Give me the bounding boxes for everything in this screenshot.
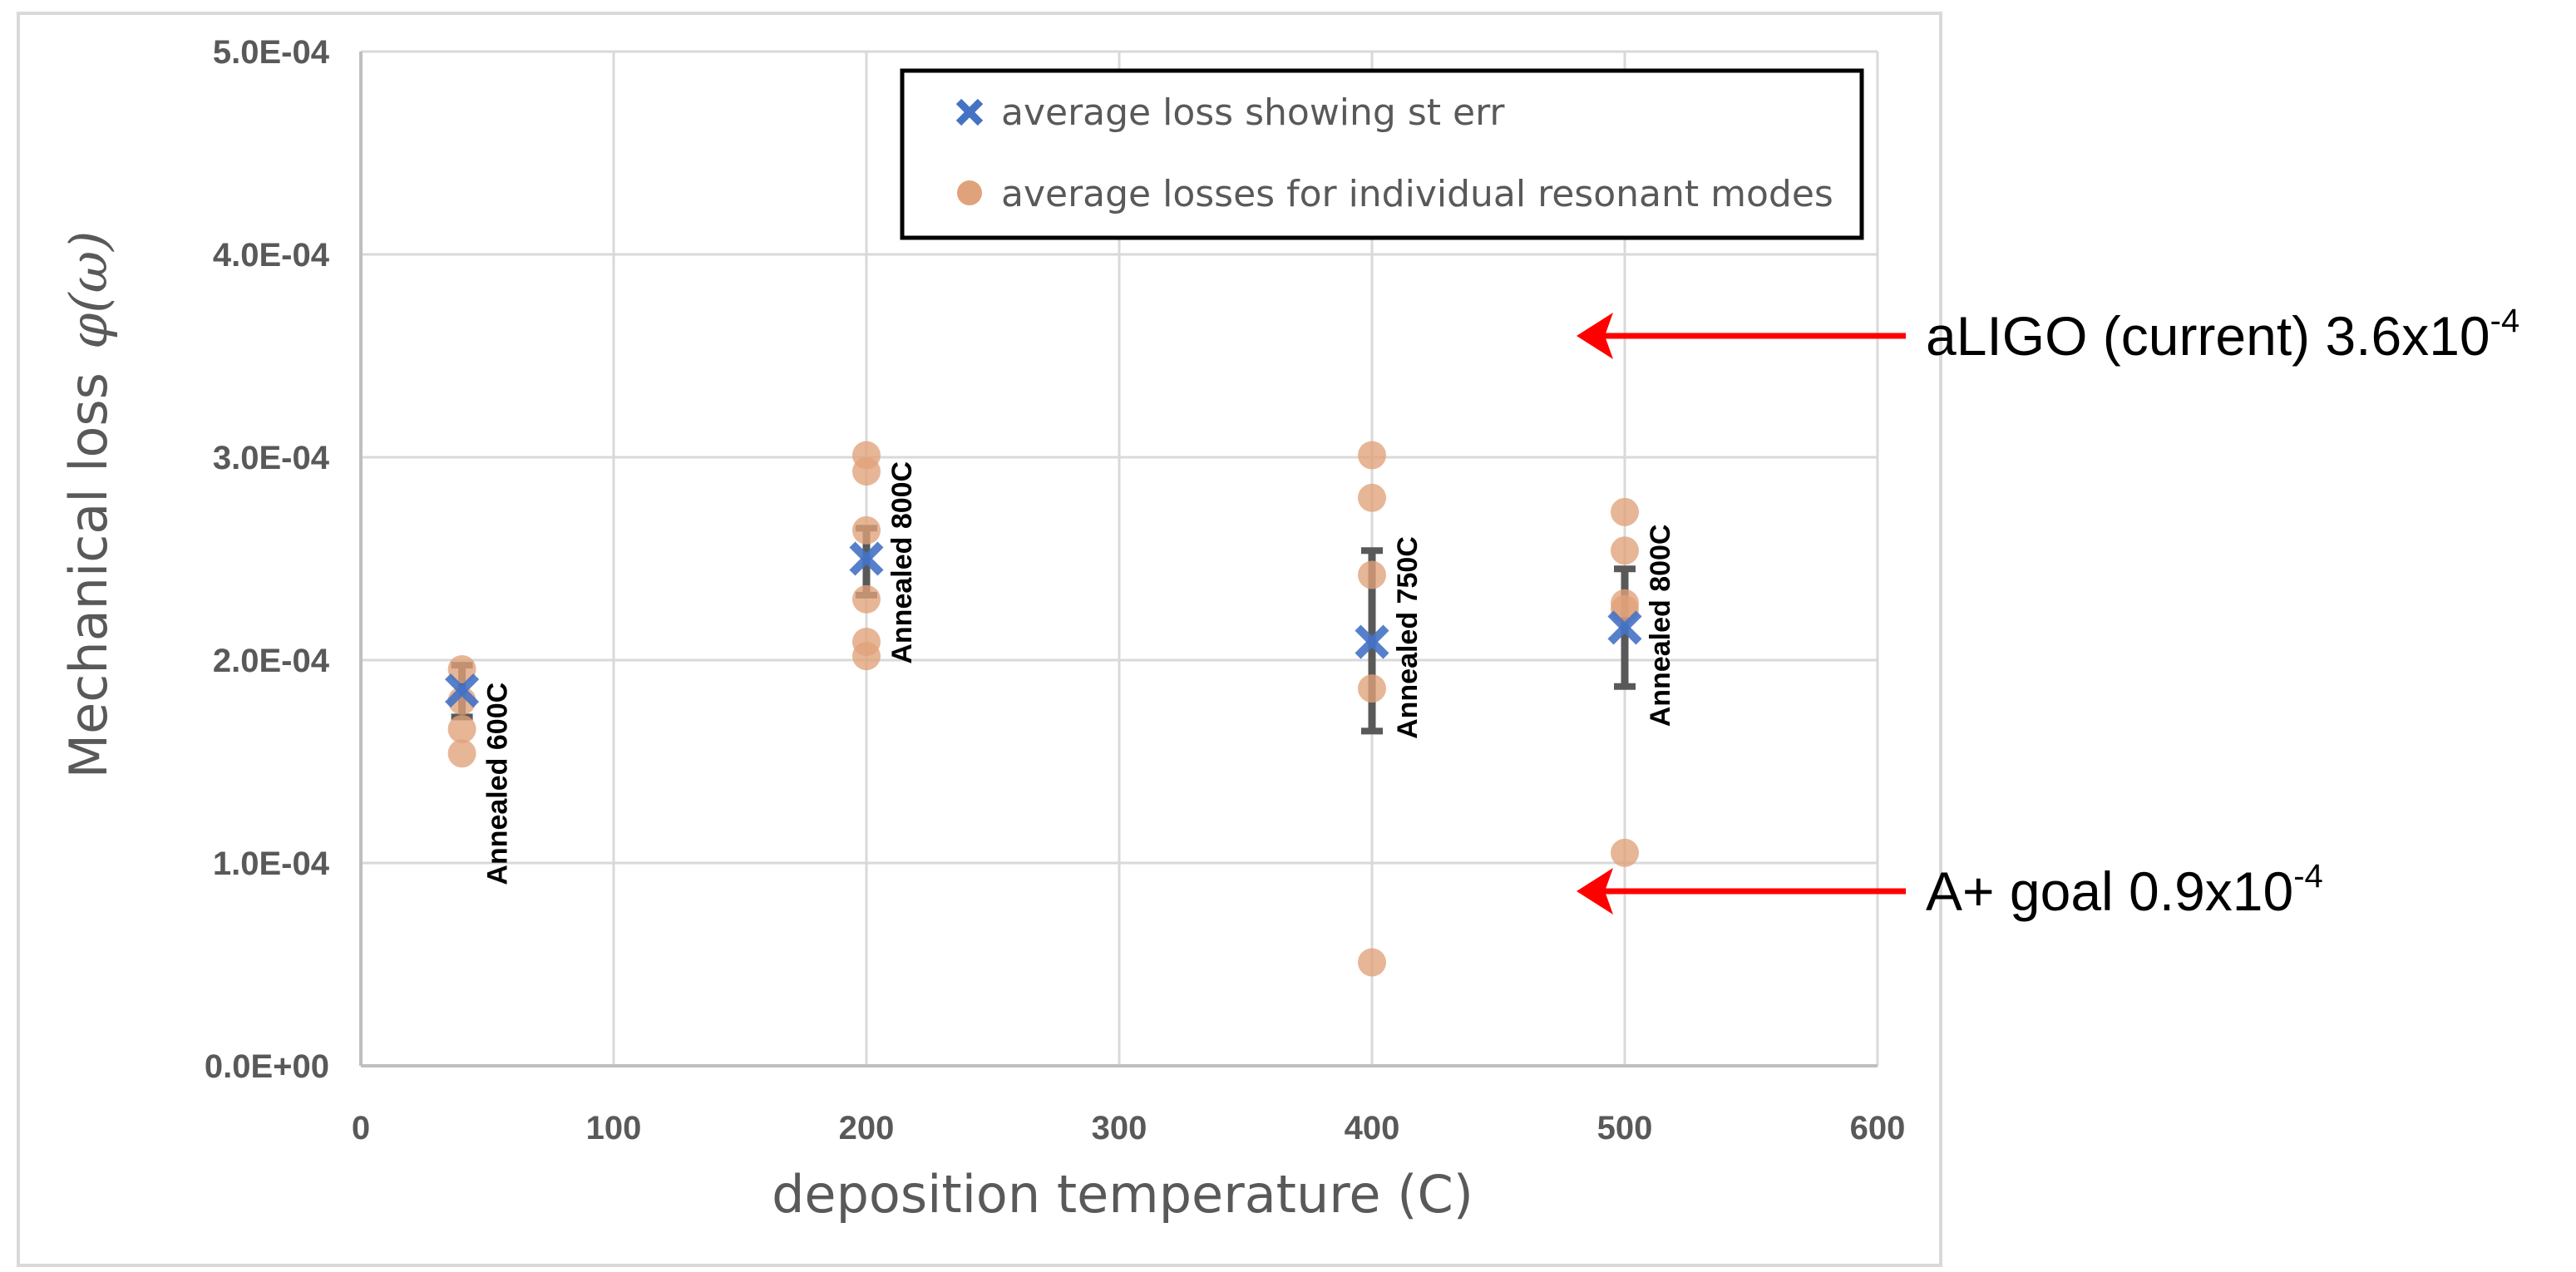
y-axis-title-symbol: φ(ω): [58, 231, 119, 349]
mode-point: [1611, 536, 1639, 565]
mode-point: [852, 457, 881, 486]
annotation-label: Annealed 600C: [482, 683, 514, 885]
mode-point: [852, 515, 881, 545]
mode-point: [1358, 483, 1386, 512]
annotation-label: Annealed 800C: [886, 461, 918, 664]
y-tick-label: 4.0E-04: [213, 237, 330, 274]
average-point: [445, 673, 480, 708]
legend-label-average: average loss showing st err: [1001, 91, 1505, 134]
x-axis-title: deposition temperature (C): [772, 1164, 1473, 1225]
mode-point: [1358, 948, 1386, 977]
mode-point: [447, 739, 476, 768]
mode-point: [852, 584, 881, 614]
mode-point: [852, 642, 881, 671]
arrowhead-left-icon: [1577, 868, 1613, 915]
x-marker-stroke: [1607, 610, 1642, 645]
x-tick-label: 300: [1092, 1110, 1147, 1146]
average-loss-points: [445, 541, 1642, 708]
callout-label-aplus: A+ goal 0.9x10-4: [1926, 858, 2323, 922]
y-tick-label: 0.0E+00: [205, 1048, 329, 1085]
x-tick-label: 200: [839, 1110, 895, 1146]
legend-x-marker-icon: [955, 98, 984, 126]
legend-box: [900, 68, 1864, 240]
x-marker-stroke: [849, 541, 884, 576]
arrowhead-left-icon: [1577, 313, 1613, 359]
y-tick-label: 5.0E-04: [213, 34, 330, 71]
mode-point: [1358, 560, 1386, 589]
x-marker-stroke: [1355, 624, 1389, 659]
x-tick-labels: 0 100 200 300 400 500 600: [352, 1110, 1906, 1146]
mode-point: [447, 654, 476, 683]
average-point: [849, 541, 884, 576]
legend-label-modes: average losses for individual resonant m…: [1001, 173, 1833, 215]
mode-point: [1358, 674, 1386, 703]
average-point: [1355, 624, 1389, 659]
annealed-annotations: Annealed 600C Annealed 800C Annealed 750C A…: [482, 461, 1676, 885]
x-tick-label: 0: [352, 1110, 370, 1146]
callout-aligo: aLIGO (current) 3.6x10-4: [1577, 303, 2519, 367]
average-point: [1607, 610, 1642, 645]
annotation-label: Annealed 750C: [1392, 536, 1424, 739]
callout-label-aligo: aLIGO (current) 3.6x10-4: [1926, 303, 2519, 367]
callout-aplus: A+ goal 0.9x10-4: [1577, 858, 2323, 922]
mode-point: [1611, 497, 1639, 526]
x-marker-stroke: [445, 673, 480, 708]
individual-mode-points: [447, 441, 1639, 977]
y-tick-labels: 0.0E+00 1.0E-04 2.0E-04 3.0E-04 4.0E-04 5.0E-…: [205, 34, 330, 1085]
callout-exponent-aplus: -4: [2293, 858, 2323, 895]
x-tick-label: 100: [586, 1110, 642, 1146]
legend-circle-marker-icon: [957, 180, 982, 205]
mode-point: [447, 714, 476, 743]
y-tick-label: 2.0E-04: [213, 643, 330, 679]
y-tick-label: 3.0E-04: [213, 440, 330, 476]
mode-point: [1358, 441, 1386, 470]
axes: [359, 52, 1878, 1067]
reference-callouts: aLIGO (current) 3.6x10-4 A+ goal 0.9x10-…: [1577, 303, 2519, 922]
y-axis-title-text: Mechanical loss: [58, 372, 119, 778]
callout-exponent-aligo: -4: [2490, 303, 2520, 339]
x-tick-label: 400: [1345, 1110, 1400, 1146]
x-tick-label: 600: [1850, 1110, 1906, 1146]
legend: average loss showing st err average loss…: [900, 68, 1864, 240]
x-tick-label: 500: [1597, 1110, 1653, 1146]
y-tick-label: 1.0E-04: [213, 846, 330, 882]
svg-text:Mechanical lossφ(ω): Mechanical loss φ(ω): [58, 231, 119, 779]
mode-point: [1611, 838, 1639, 867]
annotation-label: Annealed 800C: [1645, 525, 1676, 727]
y-axis-title: Mechanical loss φ(ω): [58, 231, 119, 779]
